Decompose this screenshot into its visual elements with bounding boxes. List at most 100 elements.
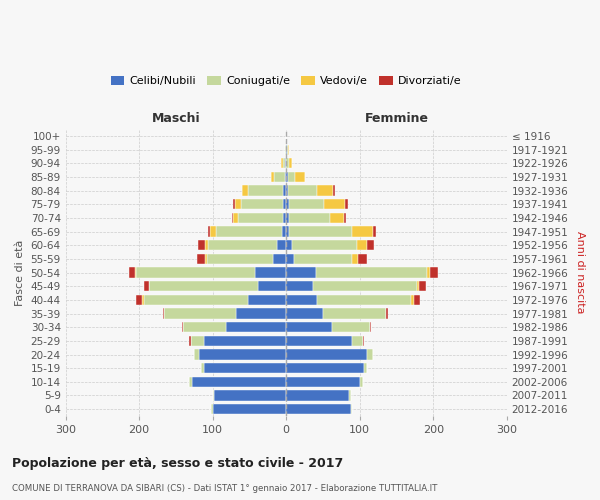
- Bar: [289, 226, 352, 236]
- Bar: [289, 213, 331, 223]
- Bar: [345, 199, 348, 209]
- Bar: [370, 322, 371, 332]
- Bar: [417, 281, 419, 291]
- Bar: [215, 226, 282, 236]
- Bar: [286, 322, 332, 332]
- Bar: [373, 226, 376, 236]
- Bar: [189, 376, 192, 387]
- Bar: [136, 295, 142, 305]
- Bar: [163, 308, 164, 318]
- Bar: [411, 295, 414, 305]
- Bar: [414, 295, 420, 305]
- Bar: [238, 213, 283, 223]
- Bar: [286, 240, 292, 250]
- Bar: [205, 254, 207, 264]
- Bar: [248, 295, 286, 305]
- Bar: [313, 281, 417, 291]
- Bar: [349, 390, 351, 400]
- Bar: [358, 254, 367, 264]
- Text: COMUNE DI TERRANOVA DA SIBARI (CS) - Dati ISTAT 1° gennaio 2017 - Elaborazione T: COMUNE DI TERRANOVA DA SIBARI (CS) - Dat…: [12, 484, 437, 493]
- Bar: [197, 254, 205, 264]
- Bar: [205, 240, 208, 250]
- Bar: [241, 199, 283, 209]
- Bar: [143, 295, 248, 305]
- Bar: [210, 226, 215, 236]
- Bar: [287, 172, 295, 182]
- Bar: [344, 213, 346, 223]
- Bar: [286, 404, 351, 414]
- Bar: [293, 254, 352, 264]
- Bar: [235, 199, 241, 209]
- Bar: [316, 268, 427, 278]
- Bar: [352, 226, 373, 236]
- Bar: [281, 158, 283, 168]
- Bar: [212, 390, 214, 400]
- Bar: [286, 172, 287, 182]
- Bar: [287, 144, 289, 155]
- Bar: [286, 213, 289, 223]
- Bar: [333, 186, 335, 196]
- Text: Maschi: Maschi: [152, 112, 200, 125]
- Bar: [286, 363, 364, 374]
- Bar: [362, 336, 364, 346]
- Bar: [189, 336, 191, 346]
- Bar: [164, 308, 236, 318]
- Bar: [286, 199, 289, 209]
- Bar: [286, 254, 293, 264]
- Bar: [192, 376, 286, 387]
- Bar: [212, 404, 286, 414]
- Bar: [256, 268, 286, 278]
- Bar: [207, 254, 273, 264]
- Bar: [357, 240, 367, 250]
- Bar: [199, 350, 286, 360]
- Bar: [286, 226, 289, 236]
- Bar: [295, 172, 305, 182]
- Bar: [292, 240, 357, 250]
- Bar: [323, 308, 386, 318]
- Text: Femmine: Femmine: [364, 112, 428, 125]
- Bar: [232, 213, 233, 223]
- Legend: Celibi/Nubili, Coniugati/e, Vedovi/e, Divorziati/e: Celibi/Nubili, Coniugati/e, Vedovi/e, Di…: [106, 72, 466, 91]
- Bar: [201, 363, 204, 374]
- Bar: [194, 350, 199, 360]
- Bar: [214, 390, 286, 400]
- Bar: [282, 226, 286, 236]
- Bar: [233, 213, 238, 223]
- Bar: [286, 144, 287, 155]
- Bar: [191, 336, 204, 346]
- Bar: [286, 350, 367, 360]
- Bar: [286, 268, 316, 278]
- Bar: [274, 172, 285, 182]
- Text: Popolazione per età, sesso e stato civile - 2017: Popolazione per età, sesso e stato civil…: [12, 458, 343, 470]
- Bar: [286, 295, 317, 305]
- Bar: [277, 240, 286, 250]
- Bar: [135, 268, 136, 278]
- Bar: [143, 281, 149, 291]
- Bar: [182, 322, 183, 332]
- Bar: [286, 390, 349, 400]
- Bar: [204, 336, 286, 346]
- Bar: [286, 336, 352, 346]
- Bar: [352, 336, 362, 346]
- Bar: [142, 295, 143, 305]
- Bar: [289, 158, 292, 168]
- Bar: [271, 172, 274, 182]
- Bar: [286, 308, 323, 318]
- Bar: [317, 295, 411, 305]
- Bar: [287, 186, 317, 196]
- Bar: [386, 308, 388, 318]
- Bar: [136, 268, 256, 278]
- Bar: [285, 172, 286, 182]
- Bar: [208, 226, 210, 236]
- Y-axis label: Anni di nascita: Anni di nascita: [575, 232, 585, 314]
- Y-axis label: Fasce di età: Fasce di età: [15, 240, 25, 306]
- Bar: [367, 240, 374, 250]
- Bar: [248, 186, 283, 196]
- Bar: [258, 281, 286, 291]
- Bar: [286, 186, 287, 196]
- Bar: [283, 199, 286, 209]
- Bar: [352, 254, 358, 264]
- Bar: [273, 254, 286, 264]
- Bar: [283, 158, 286, 168]
- Bar: [364, 363, 367, 374]
